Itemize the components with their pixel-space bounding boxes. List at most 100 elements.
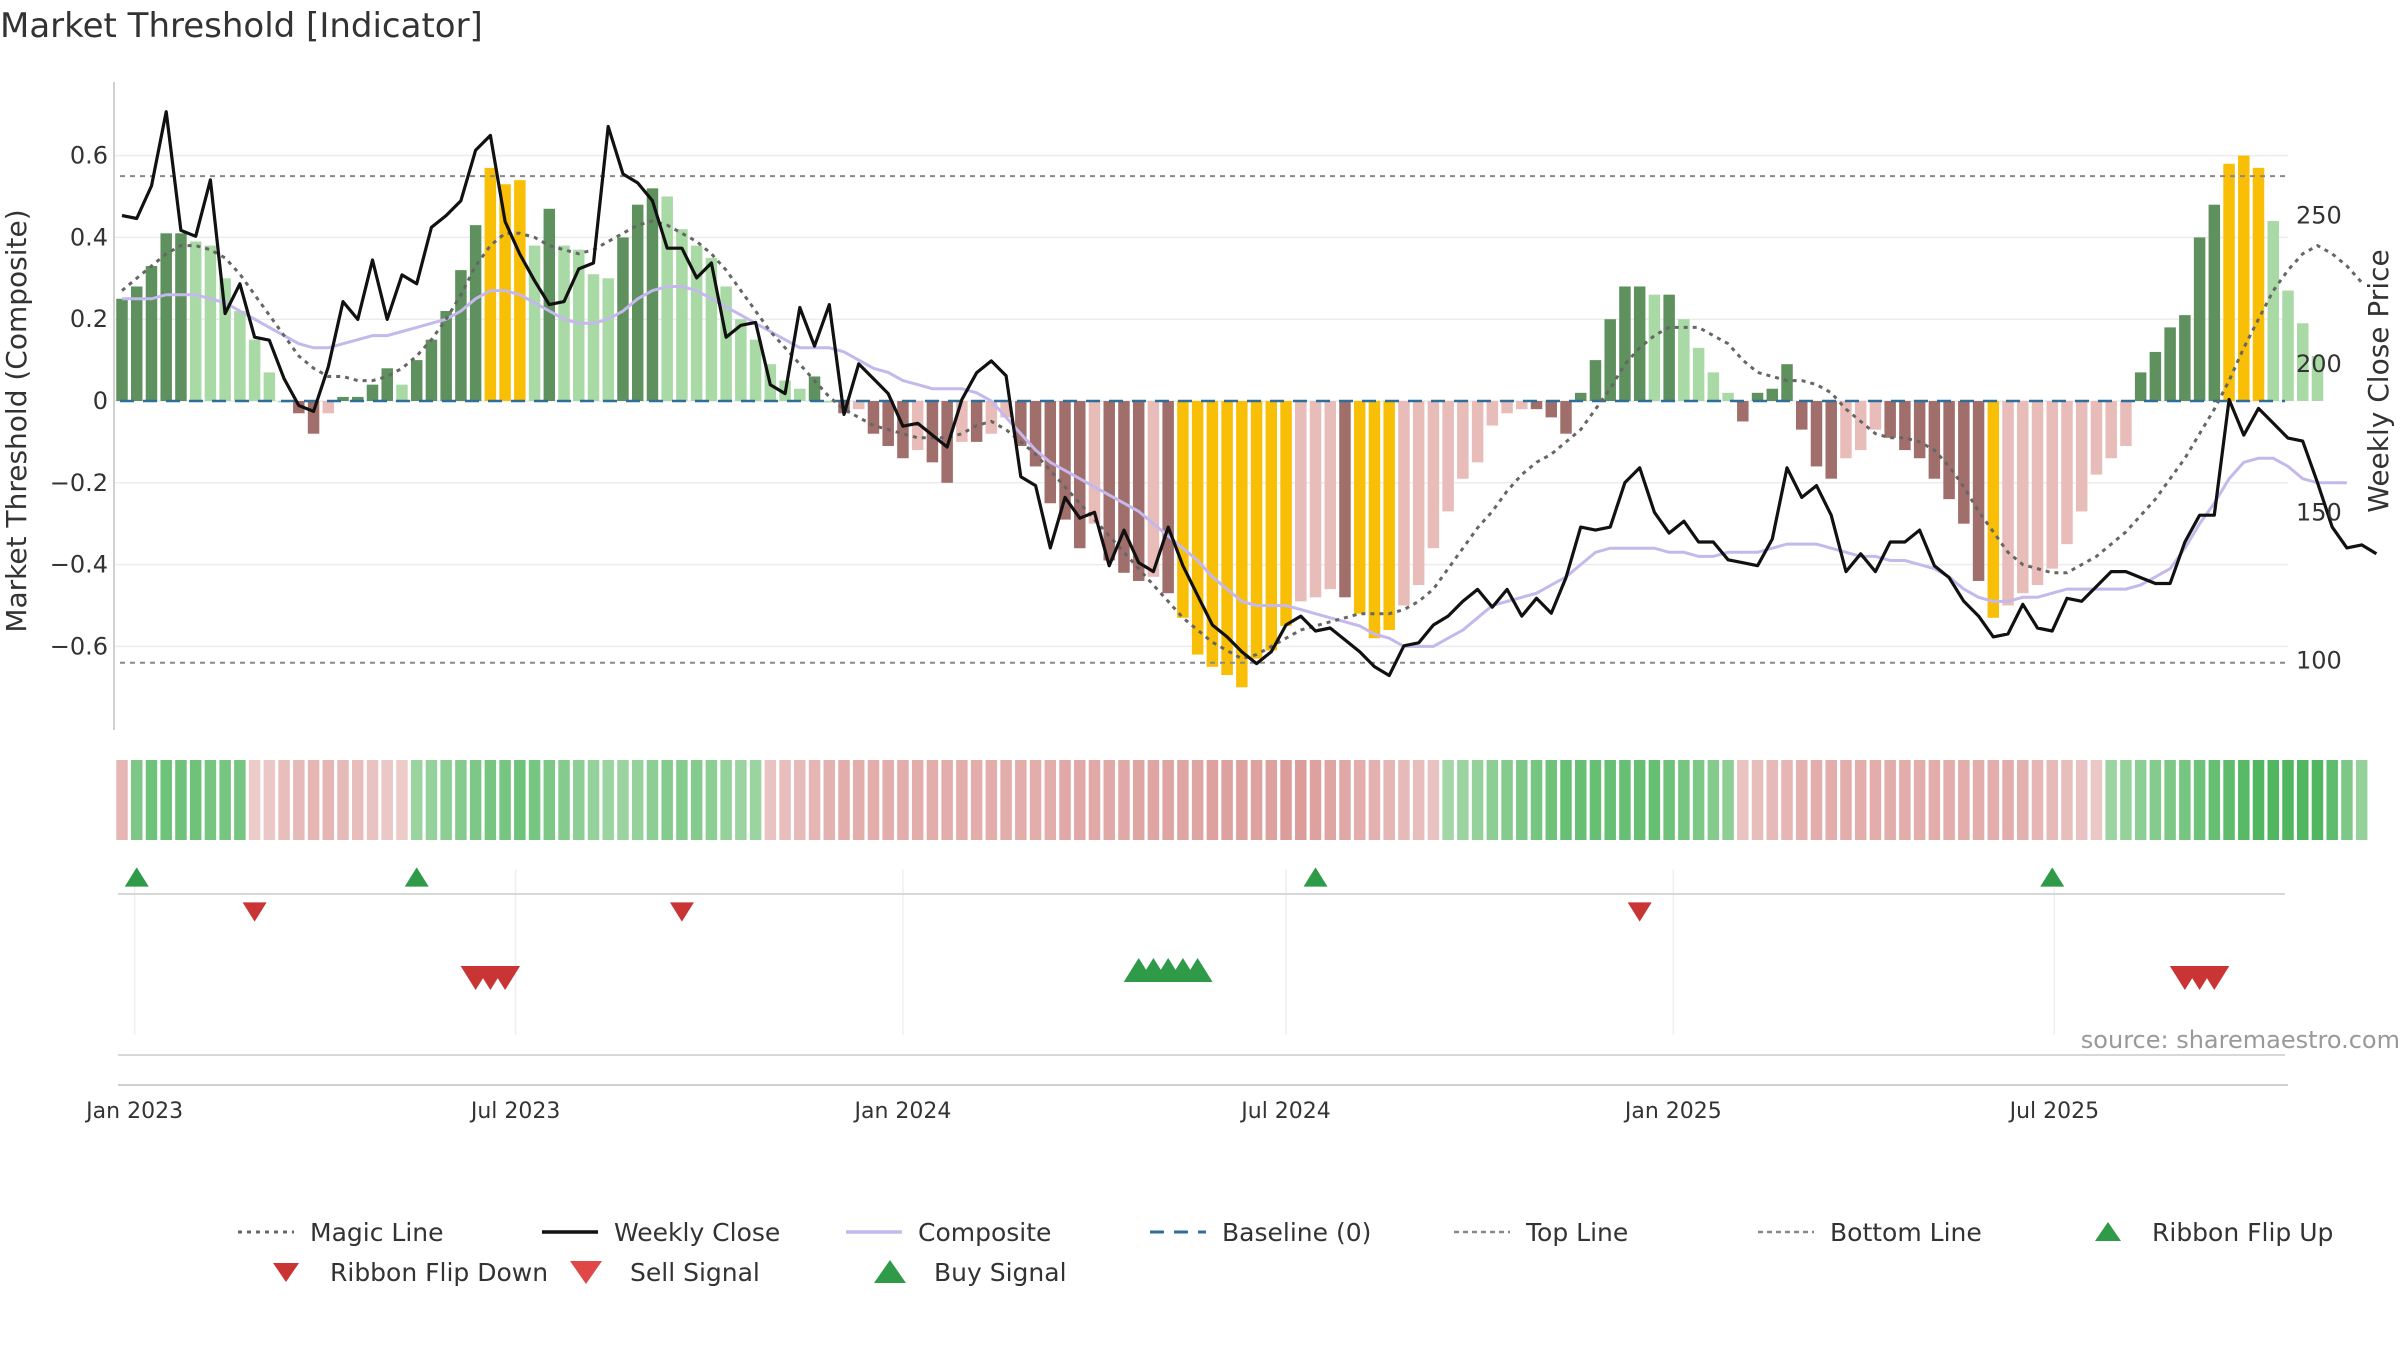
ribbon-cell <box>1103 760 1115 840</box>
composite-bar <box>2031 401 2044 586</box>
ribbon-cell <box>1029 760 1042 840</box>
composite-bar <box>484 167 497 401</box>
composite-bar <box>1619 286 1631 401</box>
ribbon-cell <box>160 760 172 840</box>
ribbon-cell <box>307 760 320 840</box>
ribbon-cell <box>1604 760 1616 840</box>
legend-label: Bottom Line <box>1830 1218 1982 1247</box>
weekly-close-line <box>121 110 2378 678</box>
composite-bar <box>1869 401 1882 430</box>
composite-bar <box>1191 401 1204 655</box>
ribbon-cell <box>1530 760 1543 840</box>
composite-bar <box>2193 237 2206 401</box>
legend-label: Top Line <box>1525 1218 1628 1247</box>
legend-item: Bottom Line <box>1758 1218 1982 1247</box>
composite-bar <box>897 401 909 459</box>
ribbon-cell <box>764 760 777 840</box>
ribbon-cell <box>779 760 791 840</box>
composite-bar <box>1383 401 1395 631</box>
composite-bar <box>1486 401 1499 426</box>
ribbon-cell <box>823 760 836 840</box>
y-tick-label-right: 100 <box>2296 647 2342 675</box>
ribbon-cell <box>1427 760 1440 840</box>
ribbon-cell <box>1751 760 1764 840</box>
composite-bar <box>1132 401 1145 581</box>
ribbon-cell <box>1206 760 1219 840</box>
composite-bar <box>1943 401 1955 500</box>
composite-bar <box>1972 401 1985 581</box>
ribbon-cell <box>1457 760 1469 840</box>
composite-bar <box>2223 163 2235 401</box>
composite-bar <box>1928 401 1941 479</box>
y-tick-label-left: 0.4 <box>70 223 108 251</box>
ribbon-cell <box>2105 760 2117 840</box>
legend-item: Top Line <box>1454 1218 1628 1247</box>
composite-bar <box>337 396 349 401</box>
composite-bar <box>1236 401 1248 688</box>
ribbon-cell <box>1913 760 1926 840</box>
composite-bar <box>985 401 998 434</box>
composite-bar <box>1309 401 1322 598</box>
composite-bar <box>2017 401 2029 594</box>
legend-label: Weekly Close <box>614 1218 780 1247</box>
ribbon-cell <box>278 760 290 840</box>
ribbon-cell <box>145 760 158 840</box>
ribbon-cell <box>1781 760 1793 840</box>
y-tick-label-left: 0.6 <box>70 142 108 170</box>
ribbon-cell <box>1236 760 1248 840</box>
ribbon-cell <box>1015 760 1027 840</box>
ribbon-cell <box>1324 760 1336 840</box>
ribbon-cell <box>189 760 202 840</box>
legend: Magic Line Weekly Close Composite Baseline … <box>238 1218 2333 1287</box>
ribbon-cell <box>543 760 556 840</box>
ribbon-cell <box>602 760 614 840</box>
ribbon-cell <box>749 760 762 840</box>
x-tick-label: Jan 2025 <box>1623 1099 1722 1124</box>
axes <box>113 82 2288 1086</box>
composite-bar <box>1810 401 1823 467</box>
ribbon-cell <box>1943 760 1955 840</box>
ribbon-cell <box>469 760 482 840</box>
y-tick-label-right: 250 <box>2296 202 2342 230</box>
ribbon-cell <box>396 760 408 840</box>
ribbon-cell <box>1412 760 1425 840</box>
composite-bar <box>307 401 320 434</box>
composite-bar <box>661 196 673 401</box>
ribbon-flip-down-marker <box>1627 902 1652 922</box>
ribbon-cell <box>1928 760 1941 840</box>
composite-bar <box>410 360 423 401</box>
legend-swatch <box>874 1260 906 1283</box>
composite-bar <box>1913 401 1926 459</box>
legend-label: Composite <box>918 1218 1051 1247</box>
ribbon-cell <box>720 760 732 840</box>
composite-bar <box>2252 167 2265 401</box>
composite-bar <box>1353 401 1366 614</box>
ribbon-flip-up-marker <box>124 867 149 887</box>
ribbon-cell <box>2311 760 2324 840</box>
ribbon-cell <box>1737 760 1749 840</box>
composite-bar <box>1221 401 1233 676</box>
x-tick-label: Jul 2024 <box>1239 1099 1331 1124</box>
composite-bar <box>352 396 364 401</box>
composite-bar <box>2105 401 2117 459</box>
ribbon-cell <box>514 760 526 840</box>
ribbon-cell <box>1899 760 1911 840</box>
x-tick-label: Jan 2024 <box>852 1099 951 1124</box>
ribbon-cell <box>2061 760 2073 840</box>
ribbon-cell <box>970 760 983 840</box>
ribbon-cell <box>941 760 953 840</box>
composite-bar <box>1324 401 1336 590</box>
ribbon-cell <box>2002 760 2014 840</box>
composite-bar <box>2282 290 2294 401</box>
ribbon-cell <box>1074 760 1086 840</box>
y-tick-label-left: 0 <box>93 387 108 415</box>
composite-bar <box>1059 401 1071 520</box>
composite-bar <box>1015 401 1027 446</box>
composite-bar <box>116 298 128 401</box>
composite-bar <box>867 401 880 434</box>
composite-bar <box>1751 392 1764 401</box>
composite-bar <box>175 233 187 401</box>
ribbon-cell <box>2075 760 2088 840</box>
ribbon-cell <box>1560 760 1572 840</box>
